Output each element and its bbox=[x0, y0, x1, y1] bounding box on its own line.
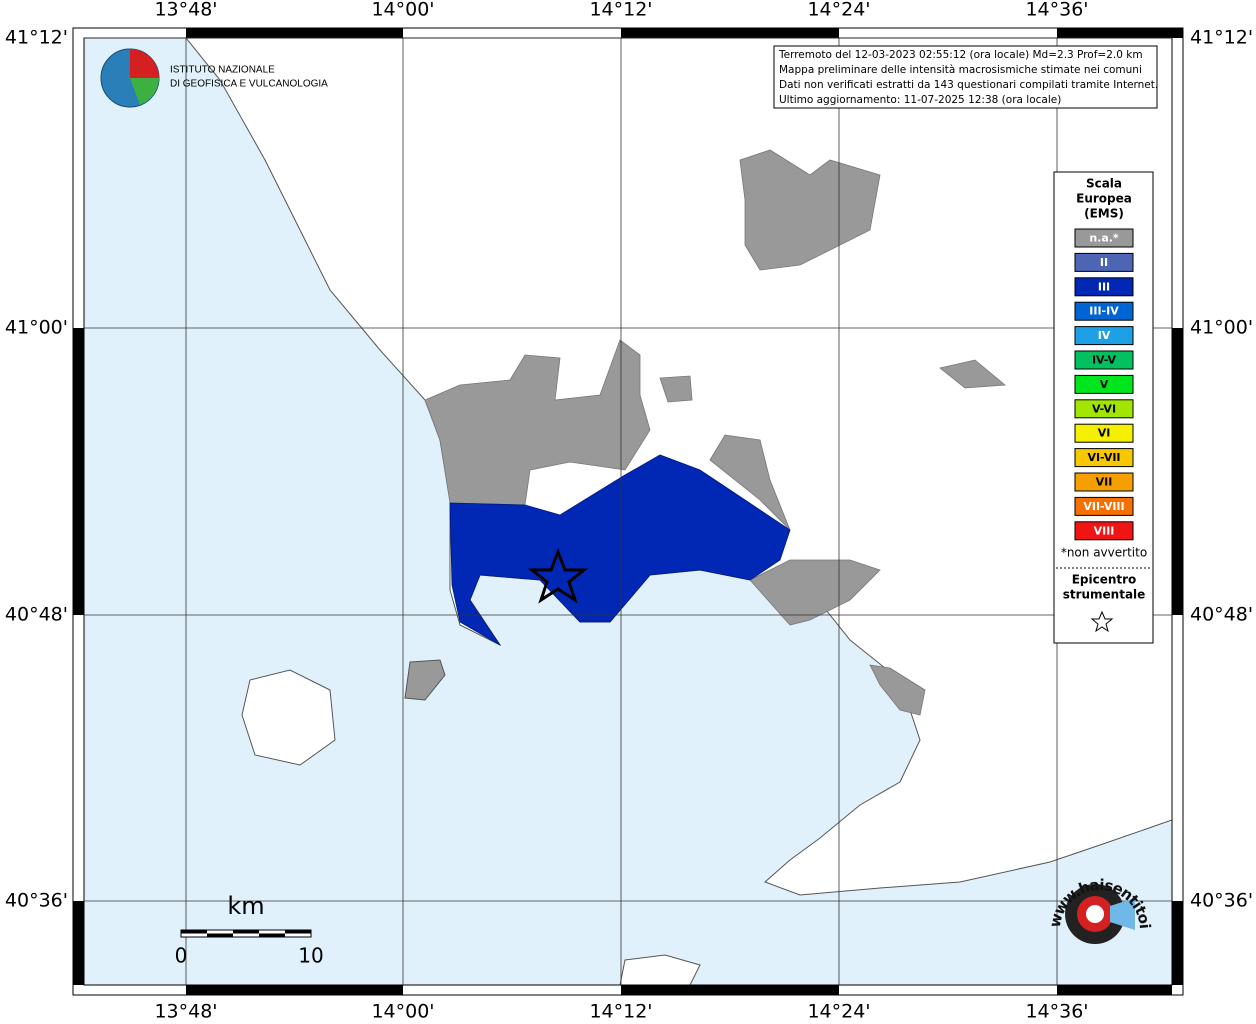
area-na bbox=[749, 559, 881, 626]
legend-label: V bbox=[1100, 378, 1109, 391]
lat-label: 41°00' bbox=[1190, 317, 1253, 339]
scale-label: 10 bbox=[298, 944, 323, 968]
frame-bar bbox=[1057, 985, 1172, 995]
logo-sector bbox=[130, 49, 159, 78]
legend-label: IV bbox=[1098, 329, 1111, 342]
lon-label: 14°36' bbox=[1025, 0, 1088, 21]
logo-ring bbox=[1086, 905, 1104, 923]
lon-label: 14°36' bbox=[1025, 1001, 1088, 1023]
legend-swatch bbox=[1074, 228, 1134, 248]
legend-label: VIII bbox=[1094, 524, 1115, 537]
frame-bar bbox=[1172, 328, 1183, 615]
frame-bar bbox=[73, 328, 84, 615]
legend-swatch bbox=[1074, 423, 1134, 443]
lat-label: 41°00' bbox=[5, 317, 68, 339]
institute-name: DI GEOFISICA E VULCANOLOGIA bbox=[170, 79, 328, 90]
lat-label: 40°48' bbox=[1190, 604, 1253, 626]
scale-label: 0 bbox=[175, 944, 188, 968]
na-areas bbox=[424, 149, 1007, 716]
institute-name: ISTITUTO NAZIONALE bbox=[170, 65, 275, 76]
legend-swatch bbox=[1074, 301, 1134, 321]
info-line: Mappa preliminare delle intensità macros… bbox=[779, 64, 1142, 76]
scale-bar: km 0 10 bbox=[175, 892, 324, 968]
lat-label: 40°36' bbox=[1190, 890, 1253, 912]
lat-label: 41°12' bbox=[5, 27, 68, 49]
lat-label: 40°36' bbox=[5, 890, 68, 912]
lon-label: 14°00' bbox=[371, 0, 434, 21]
legend-swatch bbox=[1074, 521, 1134, 541]
legend-swatch bbox=[1074, 326, 1134, 346]
legend-label: III-IV bbox=[1089, 305, 1119, 318]
legend-label: VII-VIII bbox=[1083, 500, 1124, 513]
epicenter-star bbox=[527, 547, 589, 604]
legend-swatch bbox=[1074, 350, 1134, 370]
logo-horn bbox=[1110, 898, 1135, 930]
legend-label: n.a.* bbox=[1089, 232, 1119, 245]
legend-note: *non avvertito bbox=[1061, 546, 1147, 560]
area-na bbox=[939, 359, 1007, 389]
area-na bbox=[739, 149, 881, 271]
legend-epicenter: strumentale bbox=[1063, 588, 1146, 602]
legend-label: III bbox=[1098, 280, 1110, 293]
area-iii bbox=[449, 454, 791, 646]
legend-swatch bbox=[1074, 277, 1134, 297]
scale-unit: km bbox=[227, 892, 264, 920]
legend-star bbox=[1090, 610, 1114, 633]
legend-swatch bbox=[1074, 496, 1134, 516]
scale-seg bbox=[233, 930, 259, 934]
area-na bbox=[709, 434, 791, 531]
legend-swatch bbox=[1074, 472, 1134, 492]
scale-seg bbox=[259, 933, 285, 937]
legend-title: (EMS) bbox=[1084, 207, 1124, 221]
info-box: Terremoto del 12-03-2023 02:55:12 (ora l… bbox=[773, 45, 1158, 109]
lon-label: 14°24' bbox=[807, 0, 870, 21]
scale-seg bbox=[181, 930, 207, 934]
lon-label: 13°48' bbox=[154, 1001, 217, 1023]
graticule: 13°48' 13°48' 14°00' 14°00' 14°12' 14°12' 14°2… bbox=[5, 0, 1253, 1023]
legend-swatch bbox=[1074, 252, 1134, 272]
frame-bar bbox=[73, 901, 84, 985]
legend-label: VI bbox=[1098, 427, 1111, 440]
legend-swatch bbox=[1074, 374, 1134, 394]
area-na bbox=[869, 664, 926, 716]
map-area bbox=[84, 38, 1172, 985]
frame-bar bbox=[621, 28, 839, 38]
lat-label: 40°48' bbox=[5, 604, 68, 626]
scale-seg bbox=[207, 933, 233, 937]
ingv-logo: ISTITUTO NAZIONALE DI GEOFISICA E VULCAN… bbox=[100, 48, 328, 108]
logo-sector bbox=[130, 78, 159, 105]
info-line: Dati non verificati estratti da 143 ques… bbox=[779, 79, 1158, 91]
info-line: Ultimo aggiornamento: 11-07-2025 12:38 (… bbox=[779, 94, 1061, 106]
area-na bbox=[659, 375, 693, 403]
legend-label: V-VI bbox=[1092, 402, 1116, 415]
frame-bar bbox=[186, 985, 403, 995]
info-line: Terremoto del 12-03-2023 02:55:12 (ora l… bbox=[778, 49, 1143, 61]
frame-bar bbox=[1172, 28, 1183, 38]
legend-epicenter: Epicentro bbox=[1072, 573, 1137, 587]
lon-label: 13°48' bbox=[154, 0, 217, 21]
legend-label: II bbox=[1100, 256, 1108, 269]
frame-bar bbox=[621, 985, 839, 995]
legend-swatch bbox=[1074, 448, 1134, 468]
lon-label: 14°00' bbox=[371, 1001, 434, 1023]
lon-label: 14°12' bbox=[589, 0, 652, 21]
legend-label: VII bbox=[1096, 476, 1113, 489]
legend: Scala Europea (EMS) *non avvertito Epice… bbox=[1053, 171, 1154, 644]
legend-title: Europea bbox=[1076, 192, 1132, 206]
frame-bar bbox=[1057, 28, 1172, 38]
procida bbox=[404, 659, 446, 701]
frame-bar bbox=[1172, 901, 1183, 985]
legend-label: IV-V bbox=[1092, 354, 1117, 367]
frame-bar bbox=[186, 28, 403, 38]
info-frame bbox=[773, 45, 1158, 109]
scale-seg bbox=[285, 930, 311, 934]
legend-swatch bbox=[1074, 399, 1134, 419]
lon-label: 14°12' bbox=[589, 1001, 652, 1023]
lat-label: 41°12' bbox=[1190, 27, 1253, 49]
lon-label: 14°24' bbox=[807, 1001, 870, 1023]
legend-title: Scala bbox=[1086, 177, 1122, 191]
ischia bbox=[241, 669, 336, 766]
legend-label: VI-VII bbox=[1087, 451, 1120, 464]
